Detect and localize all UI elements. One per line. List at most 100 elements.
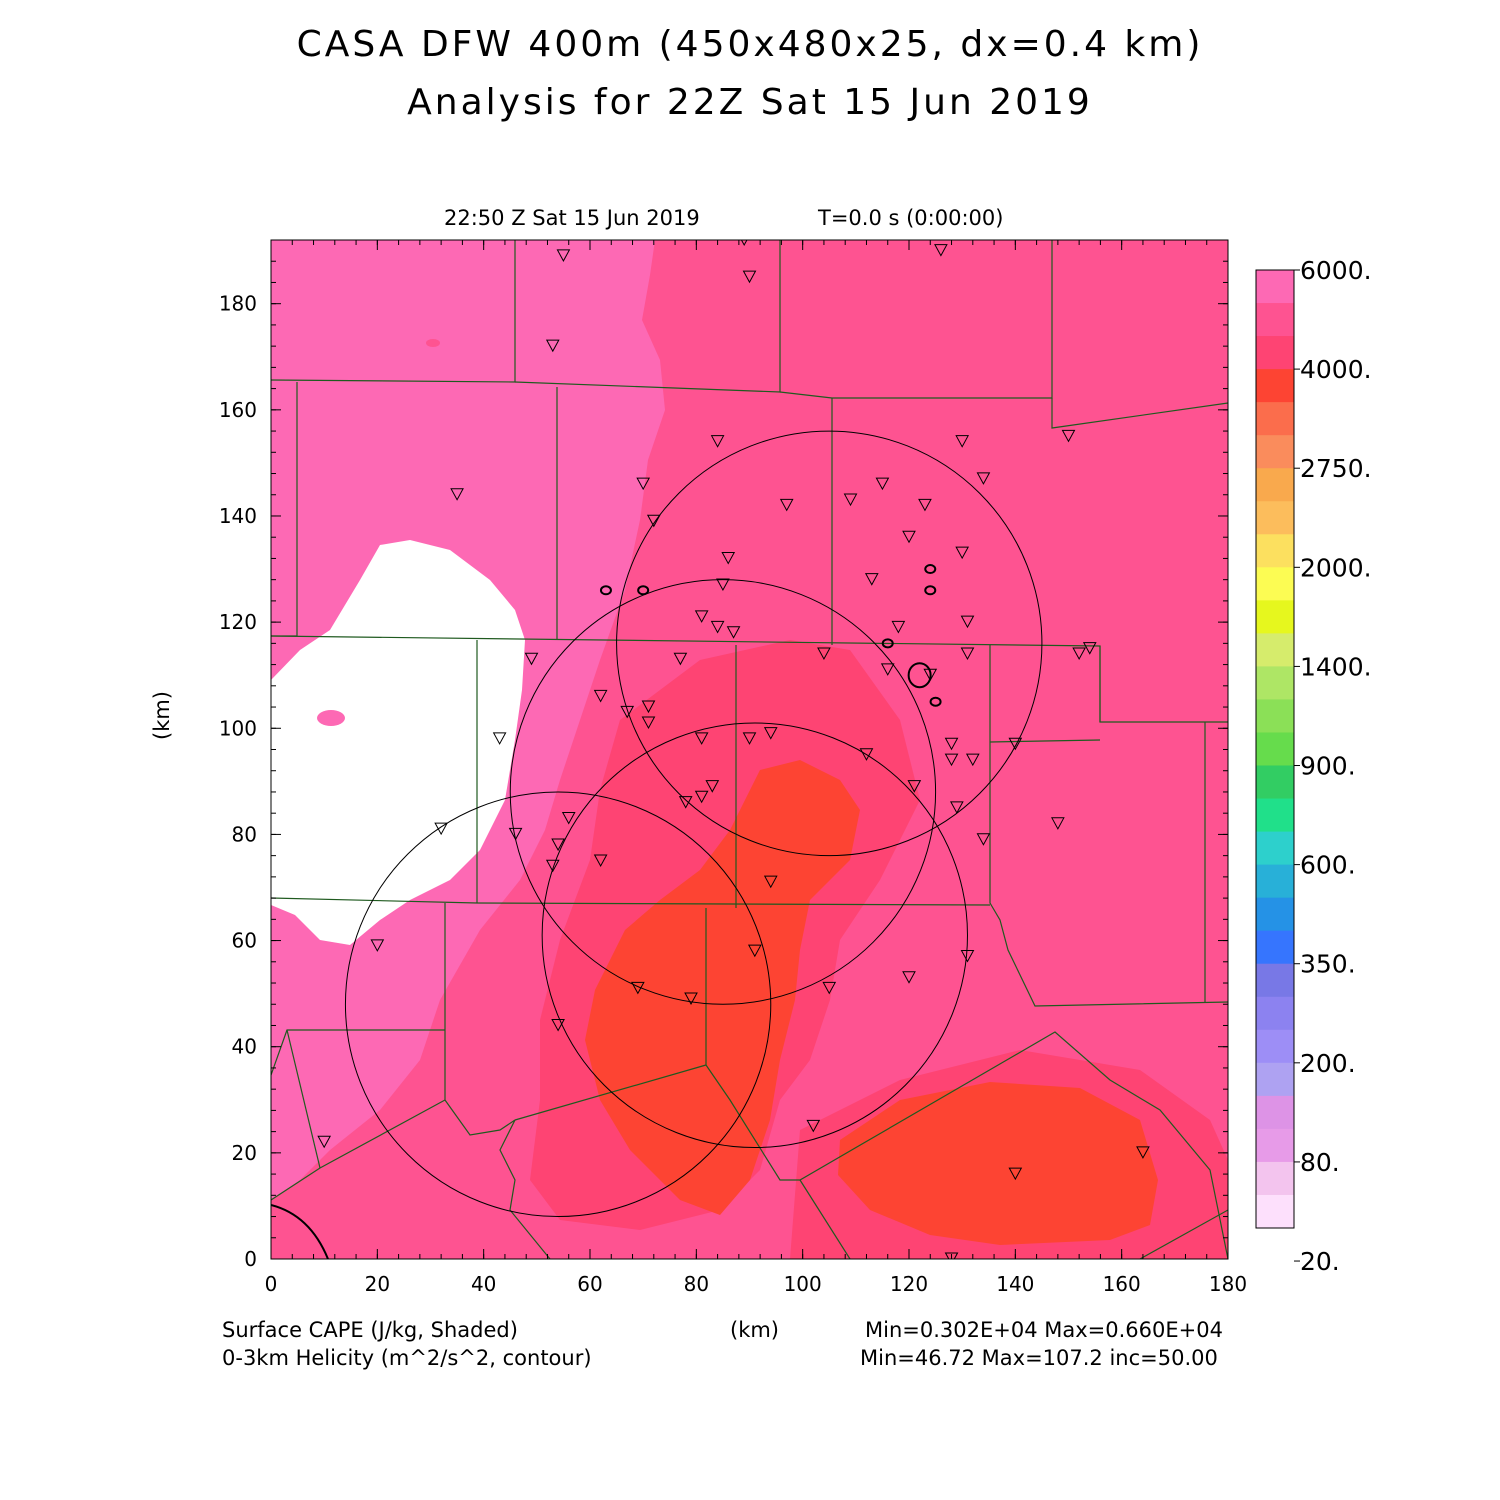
- y-tick-label: 120: [219, 610, 257, 634]
- y-tick-label: 100: [219, 716, 257, 740]
- colorbar-swatch: [1256, 534, 1294, 568]
- station-marker: [593, 854, 608, 867]
- x-tick-label: 160: [1103, 1272, 1141, 1296]
- station-marker: [551, 1018, 565, 1032]
- station-marker: [551, 838, 565, 852]
- colorbar: [1255, 269, 1295, 1229]
- forecast-time-label: T=0.0 s (0:00:00): [818, 206, 1004, 230]
- station-marker: [545, 339, 560, 353]
- station-marker: [763, 875, 778, 889]
- station-marker: [779, 498, 794, 512]
- station-marker: [694, 790, 709, 804]
- colorbar-swatch: [1256, 1095, 1294, 1130]
- colorbar-swatch: [1256, 930, 1294, 965]
- x-tick-label: 60: [577, 1272, 602, 1296]
- colorbar-swatch: [1256, 303, 1294, 337]
- radar-range-rings: [344, 430, 1043, 1218]
- station-marker: [960, 949, 975, 963]
- x-tick-label: 180: [1209, 1272, 1247, 1296]
- x-tick-label: 20: [365, 1272, 390, 1296]
- colorbar-swatch: [1256, 567, 1294, 601]
- colorbar-frame: [1255, 269, 1295, 1229]
- x-tick-label: 120: [890, 1272, 928, 1296]
- station-marker: [721, 551, 736, 565]
- station-marker: [370, 939, 385, 952]
- station-marker: [747, 944, 762, 958]
- station-marker: [1061, 429, 1076, 443]
- colorbar-swatch: [1256, 732, 1294, 767]
- small-cape-patch: [426, 339, 440, 347]
- radar-range-ring: [509, 579, 937, 1005]
- station-marker: [641, 716, 656, 730]
- colorbar-swatch: [1256, 336, 1294, 370]
- x-axis-label: (km): [730, 1318, 780, 1342]
- station-marker: [880, 663, 895, 676]
- colorbar-swatch: [1256, 468, 1294, 502]
- station-marker: [859, 748, 874, 761]
- station-marker: [822, 981, 837, 995]
- field2-stats: Min=46.72 Max=107.2 inc=50.00: [860, 1346, 1218, 1370]
- station-marker: [934, 244, 948, 257]
- colorbar-swatch: [1256, 1194, 1294, 1229]
- colorbar-swatch: [1256, 699, 1294, 733]
- colorbar-swatch: [1256, 996, 1294, 1031]
- station-marker: [1008, 737, 1023, 751]
- station-marker: [716, 578, 730, 592]
- helicity-contours: [599, 564, 942, 707]
- colorbar-swatch: [1256, 270, 1294, 304]
- helicity-contour: [599, 585, 612, 596]
- colorbar-swatch: [1256, 1128, 1294, 1163]
- y-tick-label: 160: [219, 398, 257, 422]
- axis-ticks: [270, 239, 1229, 1260]
- station-marker: [763, 727, 778, 740]
- helicity-contour-line: [271, 1204, 329, 1259]
- y-tick-label: 60: [232, 929, 257, 953]
- helicity-contour: [924, 564, 937, 575]
- colorbar-swatch: [1256, 1029, 1294, 1064]
- y-tick-label: 20: [232, 1141, 257, 1165]
- station-marker: [955, 546, 970, 560]
- colorbar-swatch: [1256, 864, 1294, 899]
- y-tick-label: 80: [232, 822, 257, 846]
- station-marker: [875, 477, 890, 491]
- colorbar-labels: 6000. 4000. 2750. 2000. 1400. 900. 600. 350. 200…: [1294, 256, 1372, 1276]
- colorbar-swatch: [1256, 963, 1294, 998]
- station-marker: [561, 811, 576, 825]
- x-tick-label: 0: [265, 1272, 278, 1296]
- station-marker: [976, 472, 991, 485]
- helicity-contour: [907, 662, 932, 689]
- station-marker: [817, 647, 831, 661]
- station-marker: [705, 780, 720, 793]
- station-marker: [641, 700, 656, 714]
- station-marker: [960, 615, 975, 629]
- x-tick-label: 100: [784, 1272, 822, 1296]
- colorbar-label: 80.: [1300, 1148, 1340, 1177]
- station-marker: [492, 732, 507, 745]
- station-marker: [556, 249, 571, 262]
- chart-subtitle: Analysis for 22Z Sat 15 Jun 2019: [407, 82, 1093, 123]
- station-marker: [902, 971, 916, 984]
- station-marker: [593, 689, 608, 703]
- colorbar-swatch: [1256, 369, 1294, 403]
- x-tick-label: 140: [996, 1272, 1034, 1296]
- cape-high-region-se: [838, 1082, 1158, 1245]
- colorbar-swatch: [1256, 501, 1294, 535]
- station-marker: [620, 705, 635, 719]
- station-marker: [636, 477, 651, 491]
- field1-name: Surface CAPE (J/kg, Shaded): [222, 1318, 518, 1342]
- missing-data-region: [271, 540, 525, 945]
- cape-shading: [271, 240, 1228, 1259]
- colorbar-swatch: [1256, 1062, 1294, 1097]
- colorbar-swatch: [1256, 402, 1294, 436]
- station-marker: [907, 780, 922, 793]
- helicity-contour: [929, 696, 942, 707]
- colorbar-label: 6000.: [1300, 256, 1372, 285]
- x-tick-label: 40: [471, 1272, 496, 1296]
- colorbar-swatch: [1256, 765, 1294, 800]
- colorbar-swatch: [1256, 897, 1294, 932]
- colorbar-label: 2750.: [1300, 454, 1372, 483]
- station-marker: [317, 1135, 332, 1149]
- y-tick-label: 180: [219, 292, 257, 316]
- radar-range-ring: [344, 791, 772, 1218]
